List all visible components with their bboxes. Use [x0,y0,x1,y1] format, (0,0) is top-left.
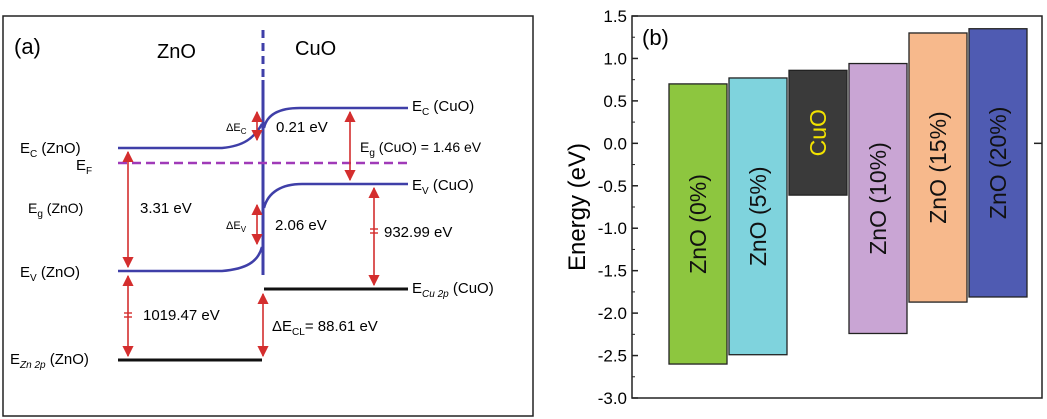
bar-label: ZnO (20%) [985,107,1011,219]
ecu2p-label: ECu 2p (CuO) [412,280,494,300]
decl-label: ΔECL= 88.61 eV [272,318,378,338]
dev-label: ΔEV [226,220,247,234]
eg-zno-value: 3.31 eV [140,200,192,217]
eg-zno-label: Eg (ZnO) [28,200,83,220]
ezn2p-label: EZn 2p (ZnO) [10,351,89,371]
dev-value: 2.06 eV [275,217,327,234]
ec-zno-label: EC (ZnO) [20,140,81,160]
ec-cuo-label: EC (CuO) [412,98,474,118]
cuo-conduction-band [262,106,408,129]
ev-cuo-label: EV (CuO) [412,177,474,197]
band-diagram-panel: (a) ZnO CuO EC (ZnO) E [2,15,534,417]
cuo-valence-band [262,182,408,209]
bar [728,77,788,356]
y-tick-label: -2.5 [598,347,627,366]
zno-heading: ZnO [157,41,196,63]
y-tick-label: -1.0 [598,219,627,238]
panel-a-label: (a) [14,34,41,59]
energy-bar-chart: (b) Energy (eV) 1.5 1.0 0.5 0.0 -0.5 -1.0 -1.5… [564,7,1043,408]
y-tick-label: 1.0 [603,49,627,68]
bar [788,69,848,196]
y-tick-label: -0.5 [598,177,627,196]
panel-b-label: (b) [642,25,669,50]
y-tick-label: -1.5 [598,262,627,281]
bar-label: ZnO (10%) [865,142,891,254]
cuo-heading: CuO [295,38,336,60]
bar [668,83,728,365]
bar [908,32,968,303]
y-tick-label: 0.0 [603,134,627,153]
zno-valence-band [118,246,264,273]
y-tick-label: -2.0 [598,304,627,323]
bar [968,28,1028,298]
y-tick-label: 1.5 [603,7,627,26]
ev-zno-label: EV (ZnO) [20,264,80,284]
ef-label: EF [76,157,92,177]
bar-label: CuO [805,109,831,156]
bar [848,62,908,335]
bars: ZnO (0%) ZnO (5%) CuO ZnO (10%) ZnO (15%) ZnO… [668,28,1028,365]
dec-label: ΔEC [226,122,247,136]
bar-label: ZnO (5%) [745,166,771,266]
bar-label: ZnO (0%) [685,174,711,274]
y-tick-label: -3.0 [598,389,627,408]
cuo-core-gap-value: 932.99 eV [384,224,452,241]
bar-label: ZnO (15%) [925,111,951,223]
y-axis-label: Energy (eV) [564,143,591,271]
zno-core-gap-value: 1019.47 eV [143,307,220,324]
y-tick-label: 0.5 [603,92,627,111]
y-axis: 1.5 1.0 0.5 0.0 -0.5 -1.0 -1.5 -2.0 -2.5 -3.0 [598,7,1042,408]
eg-cuo-label: Eg (CuO) = 1.46 eV [360,139,482,159]
dec-value: 0.21 eV [276,119,328,136]
